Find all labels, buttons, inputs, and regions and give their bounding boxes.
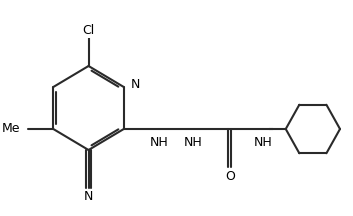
Text: NH: NH (149, 135, 168, 149)
Text: NH: NH (254, 135, 273, 149)
Text: Cl: Cl (82, 24, 95, 37)
Text: O: O (226, 170, 235, 183)
Text: NH: NH (184, 135, 203, 149)
Text: N: N (131, 78, 140, 91)
Text: N: N (84, 191, 93, 203)
Text: Me: Me (2, 122, 20, 135)
